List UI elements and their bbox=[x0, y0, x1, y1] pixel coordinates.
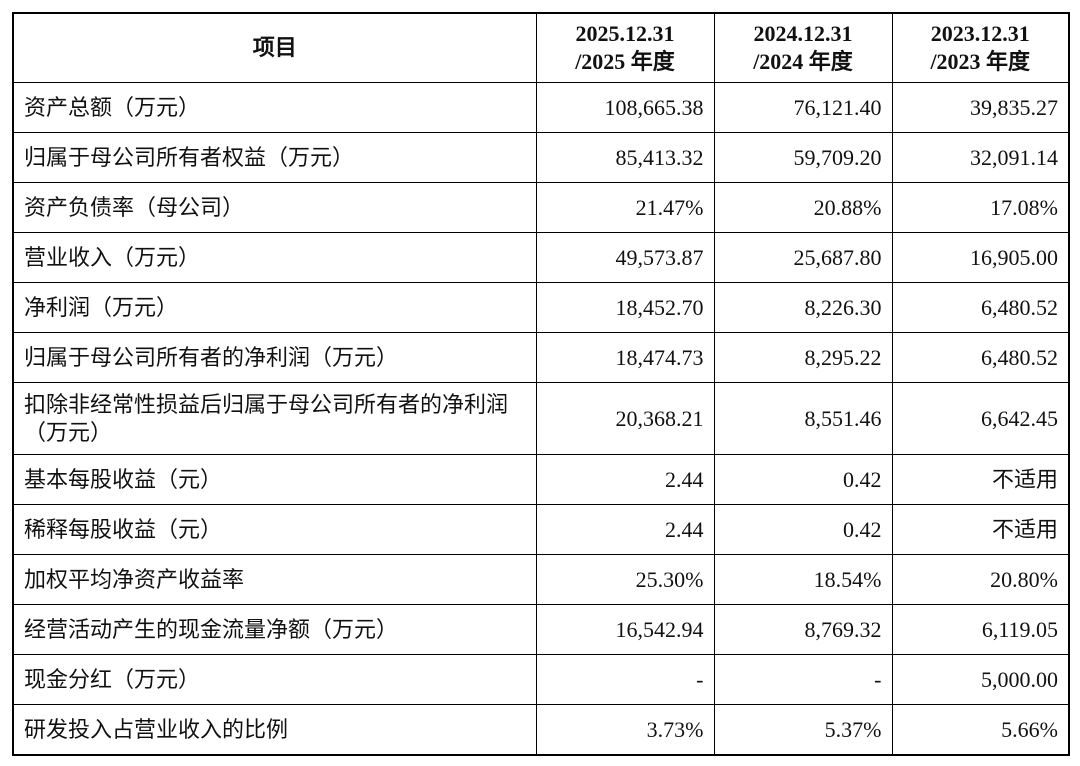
value-cell: 85,413.32 bbox=[535, 132, 715, 183]
value-cell: 16,542.94 bbox=[535, 604, 715, 655]
value-cell: 5.37% bbox=[713, 704, 893, 756]
table-row: 加权平均净资产收益率 25.30% 18.54% 20.80% bbox=[12, 554, 1070, 605]
row-label: 基本每股收益（元） bbox=[12, 454, 537, 505]
table-row: 基本每股收益（元） 2.44 0.42 不适用 bbox=[12, 454, 1070, 505]
value-cell: 18.54% bbox=[713, 554, 893, 605]
header-cell: 项目 bbox=[12, 12, 537, 83]
value-cell: 0.42 bbox=[713, 504, 893, 555]
value-cell: 8,295.22 bbox=[713, 332, 893, 383]
value-cell: 不适用 bbox=[891, 454, 1070, 505]
value-cell: 25.30% bbox=[535, 554, 715, 605]
row-label: 加权平均净资产收益率 bbox=[12, 554, 537, 605]
row-label: 现金分红（万元） bbox=[12, 654, 537, 705]
header-period: /2023 年度 bbox=[930, 49, 1031, 74]
value-cell: 25,687.80 bbox=[713, 232, 893, 283]
value-cell: 20.88% bbox=[713, 182, 893, 233]
value-cell: 8,551.46 bbox=[713, 382, 893, 455]
row-label: 净利润（万元） bbox=[12, 282, 537, 333]
table-row: 经营活动产生的现金流量净额（万元） 16,542.94 8,769.32 6,119.… bbox=[12, 604, 1070, 655]
header-date: 2023.12.31 bbox=[930, 21, 1030, 46]
value-cell: 6,119.05 bbox=[891, 604, 1070, 655]
header-cell: 2024.12.31/2024 年度 bbox=[713, 12, 893, 83]
table-row: 归属于母公司所有者权益（万元） 85,413.32 59,709.20 32,091.… bbox=[12, 132, 1070, 183]
header-period: /2025 年度 bbox=[575, 49, 675, 74]
row-label: 稀释每股收益（元） bbox=[12, 504, 537, 555]
value-cell: 2.44 bbox=[535, 504, 715, 555]
table-row: 研发投入占营业收入的比例 3.73% 5.37% 5.66% bbox=[12, 704, 1070, 756]
value-cell: 8,226.30 bbox=[713, 282, 893, 333]
row-label: 资产负债率（母公司） bbox=[12, 182, 537, 233]
row-label: 归属于母公司所有者的净利润（万元） bbox=[12, 332, 537, 383]
row-label: 归属于母公司所有者权益（万元） bbox=[12, 132, 537, 183]
value-cell: - bbox=[713, 654, 893, 705]
table-row: 扣除非经常性损益后归属于母公司所有者的净利润（万元） 20,368.21 8,551… bbox=[12, 382, 1070, 455]
value-cell: 76,121.40 bbox=[713, 82, 893, 133]
value-cell: 39,835.27 bbox=[891, 82, 1070, 133]
row-label: 扣除非经常性损益后归属于母公司所有者的净利润（万元） bbox=[12, 382, 537, 455]
value-cell: 3.73% bbox=[535, 704, 715, 756]
value-cell: 18,474.73 bbox=[535, 332, 715, 383]
value-cell: 20,368.21 bbox=[535, 382, 715, 455]
value-cell: 5,000.00 bbox=[891, 654, 1070, 705]
value-cell: 21.47% bbox=[535, 182, 715, 233]
table-row: 资产总额（万元） 108,665.38 76,121.40 39,835.27 bbox=[12, 82, 1070, 133]
table-body: 资产总额（万元） 108,665.38 76,121.40 39,835.27 归属于母… bbox=[12, 82, 1070, 756]
row-label: 资产总额（万元） bbox=[12, 82, 537, 133]
value-cell: 49,573.87 bbox=[535, 232, 715, 283]
value-cell: 32,091.14 bbox=[891, 132, 1070, 183]
value-cell: 108,665.38 bbox=[535, 82, 715, 133]
value-cell: 17.08% bbox=[891, 182, 1070, 233]
value-cell: 59,709.20 bbox=[713, 132, 893, 183]
table-row: 营业收入（万元） 49,573.87 25,687.80 16,905.00 bbox=[12, 232, 1070, 283]
value-cell: 6,480.52 bbox=[891, 282, 1070, 333]
value-cell: 20.80% bbox=[891, 554, 1070, 605]
header-period: /2024 年度 bbox=[753, 49, 853, 74]
value-cell: 6,480.52 bbox=[891, 332, 1070, 383]
value-cell: 2.44 bbox=[535, 454, 715, 505]
value-cell: 8,769.32 bbox=[713, 604, 893, 655]
financial-table: 项目 2025.12.31/2025 年度 2024.12.31/2024 年度 20… bbox=[12, 12, 1070, 756]
header-row: 项目 2025.12.31/2025 年度 2024.12.31/2024 年度 20… bbox=[12, 12, 1070, 83]
value-cell: 5.66% bbox=[891, 704, 1070, 756]
header-cell: 2023.12.31/2023 年度 bbox=[891, 12, 1070, 83]
header-date: 2025.12.31 bbox=[575, 21, 675, 46]
value-cell: 16,905.00 bbox=[891, 232, 1070, 283]
value-cell: 18,452.70 bbox=[535, 282, 715, 333]
row-label: 营业收入（万元） bbox=[12, 232, 537, 283]
value-cell: - bbox=[535, 654, 715, 705]
table-row: 资产负债率（母公司） 21.47% 20.88% 17.08% bbox=[12, 182, 1070, 233]
header-cell: 2025.12.31/2025 年度 bbox=[535, 12, 715, 83]
value-cell: 0.42 bbox=[713, 454, 893, 505]
value-cell: 6,642.45 bbox=[891, 382, 1070, 455]
table-row: 现金分红（万元） - -5,000.00 bbox=[12, 654, 1070, 705]
table-row: 归属于母公司所有者的净利润（万元） 18,474.73 8,295.22 6,480.… bbox=[12, 332, 1070, 383]
header-date: 2024.12.31 bbox=[753, 21, 853, 46]
value-cell: 不适用 bbox=[891, 504, 1070, 555]
row-label: 经营活动产生的现金流量净额（万元） bbox=[12, 604, 537, 655]
table-row: 稀释每股收益（元） 2.44 0.42 不适用 bbox=[12, 504, 1070, 555]
row-label: 研发投入占营业收入的比例 bbox=[12, 704, 537, 756]
table-row: 净利润（万元） 18,452.70 8,226.30 6,480.52 bbox=[12, 282, 1070, 333]
